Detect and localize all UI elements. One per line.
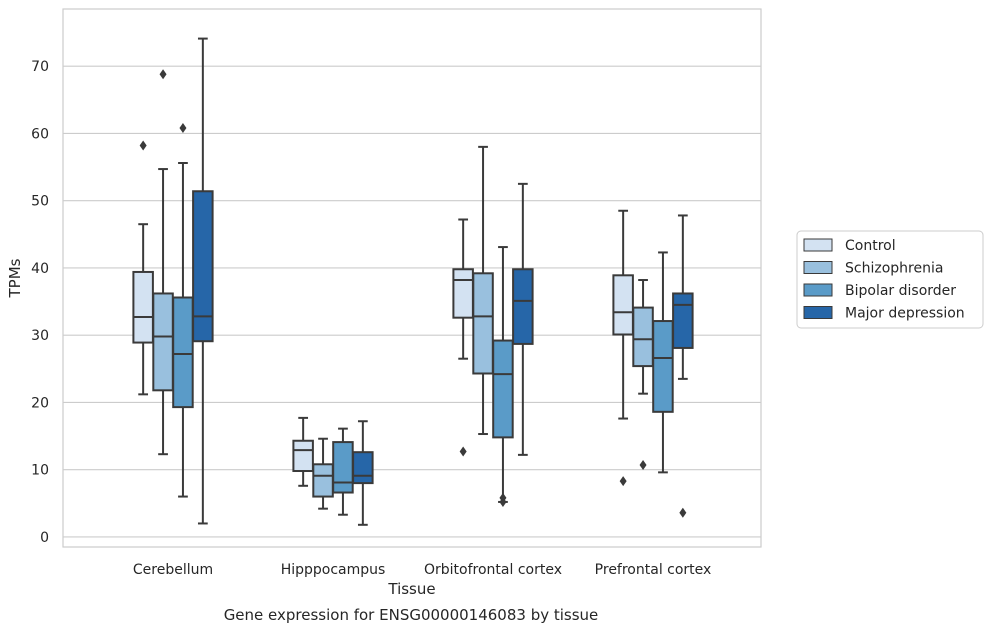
x-axis-ticks: Cerebellum Hipppocampus Orbitofrontal cort… <box>133 562 711 578</box>
figure-caption: Gene expression for ENSG00000146083 by t… <box>223 606 599 624</box>
x-tick-label: Orbitofrontal cortex <box>424 562 562 578</box>
outlier-point <box>459 446 467 457</box>
box-control <box>452 218 474 457</box>
legend-frame <box>796 230 984 329</box>
box-bipolar-disorder <box>172 123 194 498</box>
box-iqr <box>652 320 674 413</box>
y-tick-label: 10 <box>31 463 49 479</box>
box-iqr <box>632 306 654 368</box>
box-major-depression <box>672 214 694 518</box>
outlier-point <box>139 140 147 151</box>
box-iqr <box>672 292 694 349</box>
box-control <box>132 140 154 396</box>
box-iqr <box>332 441 354 494</box>
y-axis-ticks: 0 10 20 30 40 50 60 70 <box>31 59 49 546</box>
box-control <box>612 209 634 487</box>
box-groups <box>132 37 694 526</box>
box-iqr <box>192 190 214 343</box>
y-tick-label: 40 <box>31 261 49 277</box>
x-tick-label: Prefrontal cortex <box>595 562 712 578</box>
box-iqr <box>512 268 534 345</box>
legend-swatch <box>803 261 833 274</box>
outlier-point <box>179 123 187 134</box>
outlier-point <box>639 459 647 470</box>
legend: Control Schizophrenia Bipolar disorder Majo… <box>796 230 984 329</box>
legend-label: Bipolar disorder <box>845 283 956 299</box>
x-tick-label: Cerebellum <box>133 562 213 578</box>
box-iqr <box>312 463 334 498</box>
x-tick-label: Hipppocampus <box>281 562 386 578</box>
box-iqr <box>492 339 514 439</box>
box-iqr <box>152 292 174 392</box>
legend-label: Schizophrenia <box>845 261 943 277</box>
box-schizophrenia <box>472 145 494 436</box>
box-iqr <box>472 272 494 375</box>
outlier-point <box>499 496 507 507</box>
y-tick-label: 0 <box>40 530 49 546</box>
x-axis-label: Tissue <box>387 580 435 598</box>
y-tick-label: 50 <box>31 194 49 210</box>
plot-area <box>62 8 762 548</box>
box-iqr <box>612 274 634 336</box>
legend-swatch <box>803 283 833 297</box>
y-axis-label: TPMs <box>6 258 24 298</box>
box-schizophrenia <box>312 437 334 510</box>
legend-swatch <box>803 238 833 252</box>
box-major-depression <box>512 182 534 456</box>
box-bipolar-disorder <box>652 251 674 474</box>
box-major-depression <box>192 37 214 525</box>
y-tick-label: 30 <box>31 328 49 344</box>
box-bipolar-disorder <box>492 246 514 507</box>
box-iqr <box>452 268 474 319</box>
outlier-point <box>159 69 167 80</box>
box-schizophrenia <box>152 69 174 456</box>
y-tick-label: 60 <box>31 126 49 142</box>
legend-label: Major depression <box>845 306 965 322</box>
box-iqr <box>292 439 314 473</box>
box-iqr <box>352 451 374 485</box>
outlier-point <box>679 507 687 518</box>
box-major-depression <box>352 420 374 526</box>
box-iqr <box>132 270 154 344</box>
legend-swatch <box>803 306 833 319</box>
box-iqr <box>172 296 194 409</box>
outlier-point <box>619 476 627 487</box>
box-control <box>292 416 314 487</box>
y-tick-label: 20 <box>31 395 49 411</box>
y-tick-label: 70 <box>31 59 49 75</box>
legend-label: Control <box>845 238 896 254</box>
